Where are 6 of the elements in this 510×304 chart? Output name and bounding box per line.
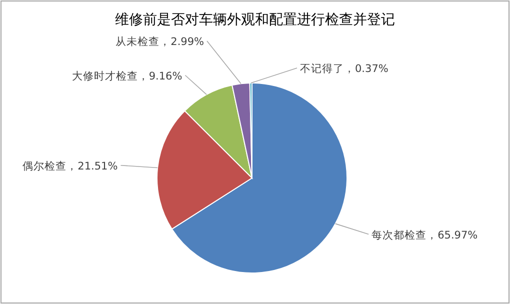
slice-label: 从未检查，2.99%: [116, 35, 204, 48]
chart-title: 维修前是否对车辆外观和配置进行检查并登记: [115, 12, 395, 28]
slice-label: 每次都检查，65.97%: [372, 228, 478, 242]
slice-label: 不记得了，0.37%: [300, 63, 388, 75]
slice-label: 大修时才检查，9.16%: [72, 69, 182, 82]
slice-label: 偶尔检查，21.51%: [22, 159, 118, 172]
